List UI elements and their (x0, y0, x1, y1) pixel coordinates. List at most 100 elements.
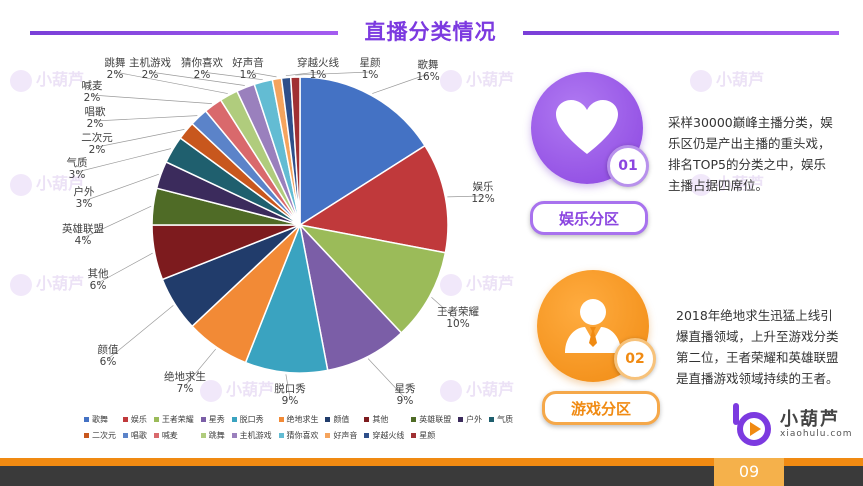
slice-value-label: 3% (69, 169, 86, 181)
legend-swatch (411, 417, 417, 422)
pie-slice (244, 222, 329, 374)
slice-leader-line (431, 297, 459, 322)
legend-swatch (411, 433, 417, 438)
legend-item: 跳舞 (200, 430, 226, 441)
slice-leader-line (97, 252, 153, 284)
slice-value-label: 12% (471, 193, 494, 205)
slice-label: 歌舞 (418, 58, 439, 71)
slice-value-label: 2% (87, 118, 104, 130)
title-bar: 直播分类情况 (0, 0, 863, 60)
pie-slice (297, 144, 449, 254)
legend-item: 气质 (489, 414, 514, 425)
slice-leader-line (82, 205, 152, 239)
legend-label: 主机游戏 (239, 431, 272, 440)
logo-url: xiaohulu.com (780, 429, 853, 439)
legend-item: 其他 (364, 414, 405, 425)
legend-item: 脱口秀 (231, 414, 273, 425)
legend-label: 气质 (497, 415, 514, 424)
legend-item: 主机游戏 (231, 430, 273, 441)
slice-label: 颜值 (98, 343, 119, 356)
legend-label: 王者荣耀 (161, 415, 194, 424)
legend-label: 颜值 (333, 415, 350, 424)
legend-label: 其他 (372, 415, 389, 424)
legend-item: 好声音 (325, 430, 358, 441)
legend-label: 好声音 (333, 431, 358, 440)
slice-leader-line (201, 71, 263, 81)
slice-label: 脱口秀 (274, 382, 306, 395)
legend-item: 绝地求生 (278, 414, 320, 425)
slice-value-label: 2% (194, 69, 211, 81)
slice-value-label: 4% (75, 235, 92, 247)
slice-label: 王者荣耀 (437, 306, 479, 318)
entertainment-zone-label: 娱乐分区 (530, 201, 648, 235)
pie-chart: 歌舞16%娱乐12%王者荣耀10%星秀9%脱口秀9%绝地求生7%颜值6%其他6%… (62, 56, 495, 407)
legend-swatch (325, 433, 331, 438)
chart-legend: 歌舞 娱乐 王者荣耀 星秀 脱口秀 绝地求生 颜值 其他 英雄联盟 户外 气质 二次元 唱歌 喊麦 跳舞 主机… (84, 414, 514, 441)
slice-label: 星颜 (360, 56, 381, 69)
slice-leader-line (295, 71, 371, 76)
slice-label: 娱乐 (473, 180, 494, 193)
slice-label: 主机游戏 (129, 56, 171, 69)
footer-bar (0, 458, 863, 466)
legend-swatch (84, 433, 89, 438)
legend-swatch (278, 433, 284, 438)
brand-logo: 小葫芦 xiaohulu.com (730, 401, 860, 446)
legend-swatch (278, 417, 284, 422)
slice-leader-line (107, 305, 174, 360)
slice-leader-line (83, 173, 159, 202)
slice-value-label: 1% (240, 69, 257, 81)
slice-leader-line (372, 73, 429, 94)
slice-label: 二次元 (81, 131, 113, 144)
legend-label: 星秀 (208, 415, 225, 424)
legend-swatch (231, 417, 237, 422)
slice-leader-line (285, 71, 319, 77)
legend-item: 王者荣耀 (153, 414, 195, 425)
slice-label: 穿越火线 (297, 56, 339, 69)
legend-item: 喊麦 (153, 430, 195, 441)
slice-value-label: 10% (446, 318, 469, 330)
legend-item: 猜你喜欢 (278, 430, 320, 441)
pie-slice (298, 222, 403, 372)
legend-swatch (231, 433, 237, 438)
logo-mark-icon (733, 403, 771, 446)
slice-leader-line (149, 71, 245, 86)
legend-label: 歌舞 (92, 415, 108, 424)
slice-value-label: 6% (100, 356, 117, 368)
legend-swatch (153, 417, 159, 422)
person-icon (565, 299, 621, 353)
legend-swatch (200, 433, 206, 438)
slice-value-label: 2% (107, 69, 124, 81)
slice-label: 其他 (88, 267, 109, 280)
slice-value-label: 2% (84, 92, 101, 104)
page-title: 直播分类情况 (364, 20, 497, 44)
slice-leader-line (76, 148, 171, 173)
slice-value-label: 1% (310, 69, 327, 81)
legend-label: 绝地求生 (286, 415, 319, 424)
legend-label: 猜你喜欢 (286, 431, 319, 440)
slice-leader-line (247, 71, 277, 78)
slice-value-label: 7% (177, 383, 194, 395)
slice-label: 喊麦 (82, 80, 103, 92)
legend-item: 二次元 (84, 430, 117, 441)
entertainment-description: 采样30000巅峰主播分类，娱乐区仍是产出主播的重头戏，排名TOP5的分类之中，… (668, 115, 833, 193)
legend-item: 户外 (458, 414, 483, 425)
legend-swatch (458, 417, 464, 422)
gaming-zone-label: 游戏分区 (542, 391, 660, 425)
pie-slice (289, 76, 301, 226)
legend-label: 穿越火线 (372, 431, 405, 440)
legend-label: 唱歌 (130, 431, 147, 440)
legend-swatch (364, 433, 370, 438)
legend-item: 星颜 (411, 430, 452, 441)
legend-item: 穿越火线 (364, 430, 405, 441)
slice-label: 户外 (74, 185, 95, 198)
slice-label: 英雄联盟 (62, 222, 104, 235)
legend-label: 喊麦 (161, 431, 178, 440)
slice-leader-line (447, 195, 484, 198)
slice-value-label: 16% (416, 71, 439, 83)
slice-value-label: 2% (142, 69, 159, 81)
slice-label: 气质 (67, 156, 88, 169)
legend-label: 娱乐 (130, 415, 147, 424)
legend-swatch (489, 417, 495, 422)
legend-item: 歌舞 (84, 414, 117, 425)
legend-item: 娱乐 (122, 414, 148, 425)
